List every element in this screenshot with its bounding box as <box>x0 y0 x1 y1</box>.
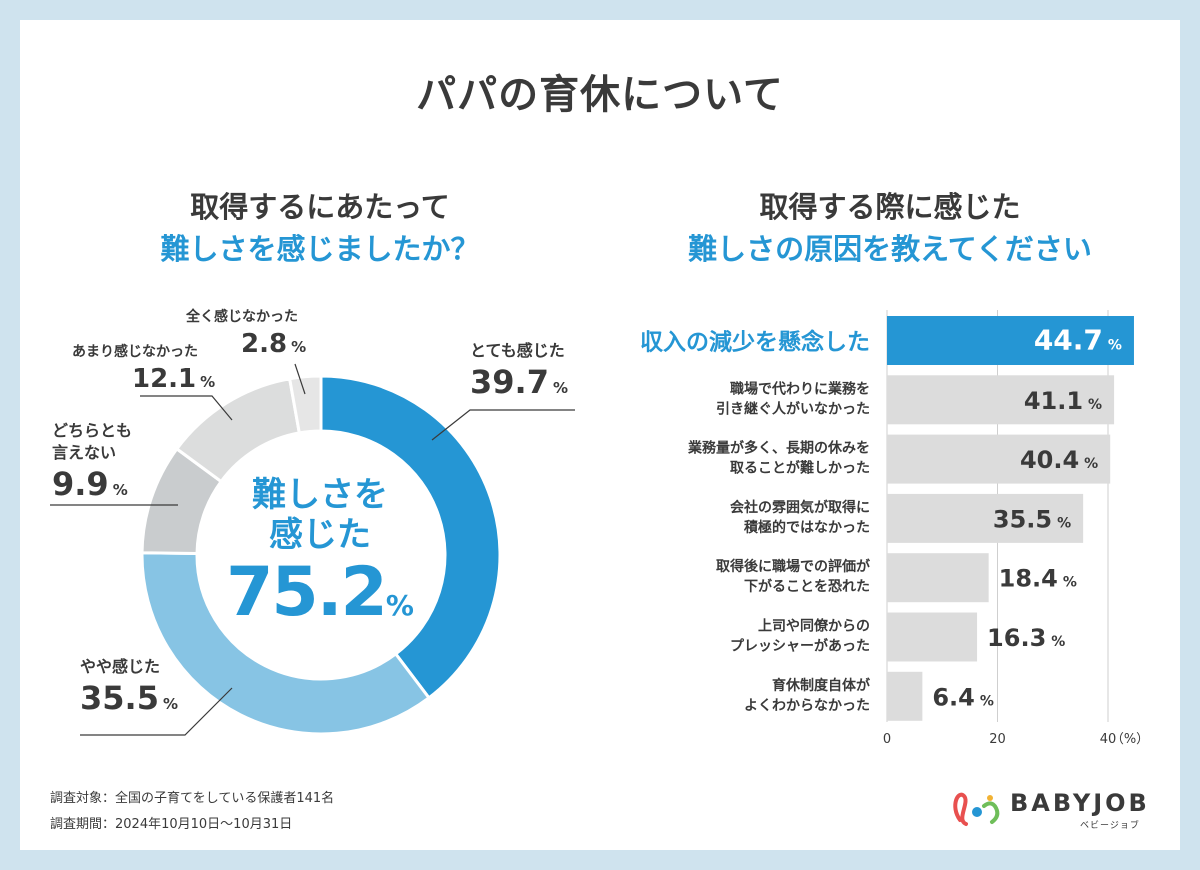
bar-category-label: 取得後に職場での評価が <box>716 558 871 575</box>
bar-category-label: プレッシャーがあった <box>730 638 870 655</box>
leader-line-very <box>431 409 575 441</box>
bar <box>887 375 1115 425</box>
bar-category-label: 職場で代わりに業務を <box>730 380 870 397</box>
bar <box>887 553 989 603</box>
slice-label-name: 全く感じなかった <box>186 309 298 325</box>
slice-label-somewhat: やや感じた 35.5% <box>80 656 178 724</box>
x-tick-label: 40 <box>1100 732 1117 747</box>
bar-category-label: 育休制度自体が <box>772 677 871 694</box>
bar-value-label: 35.5% <box>993 505 1071 533</box>
bar <box>887 671 923 721</box>
slice-label-value: 9.9% <box>52 465 128 503</box>
bar-category-label: 上司や同僚からの <box>758 618 870 635</box>
slice-label-not-at-all: 全く感じなかった 2.8% <box>186 306 306 363</box>
bar-category-label: 収入の減少を懸念した <box>640 329 870 356</box>
slice-label-value: 2.8% <box>241 329 307 359</box>
slice-label-neutral: どちらとも 言えない 9.9% <box>52 420 132 510</box>
logo-subtext: ベビージョブ <box>1080 821 1140 831</box>
bar <box>887 493 1084 543</box>
slice-label-name: あまり感じなかった <box>72 344 198 360</box>
x-unit-label: （%） <box>1111 732 1149 747</box>
bar <box>887 316 1134 365</box>
leader-line-somewhat <box>80 687 233 736</box>
slice-label-very: とても感じた 39.7% <box>470 340 568 408</box>
bar-category-label: よくわからなかった <box>744 698 870 714</box>
bar-category-label: 業務量が多く、長期の休みを <box>687 440 870 457</box>
right-subtitle-line2: 難しさの原因を教えてください <box>688 232 1092 266</box>
leader-line-not-at-all <box>294 363 306 395</box>
page-title: パパの育休について <box>416 72 784 118</box>
slice-label-value: 12.1% <box>132 364 216 394</box>
slice-label-name-1: どちらとも <box>52 421 133 440</box>
left-subtitle-line2: 難しさを感じましたか？ <box>160 232 480 266</box>
bar-value-label: 40.4% <box>1020 446 1098 474</box>
bar-category-label: 積極的ではなかった <box>743 519 870 536</box>
bar-value-label: 18.4% <box>999 565 1077 593</box>
bar-value-label: 6.4% <box>932 683 994 711</box>
slice-very <box>319 374 502 700</box>
slice-label-name-2: 言えない <box>52 443 117 462</box>
left-subtitle-line1: 取得するにあたって <box>190 190 450 224</box>
leader-line-not-much <box>140 395 233 421</box>
center-value: 75.2% <box>226 553 414 632</box>
slice-label-value: 35.5% <box>80 679 178 717</box>
bar <box>887 612 978 662</box>
x-tick-label: 20 <box>989 732 1006 747</box>
bar-category-label: 会社の雰囲気が取得に <box>730 499 870 516</box>
bar-category-label: 引き継ぐ人がいなかった <box>716 400 870 417</box>
x-tick-label: 0 <box>883 732 891 747</box>
center-line2: 感じた <box>269 515 371 555</box>
slice-label-name: やや感じた <box>80 657 161 676</box>
center-line1: 難しさを <box>252 475 388 515</box>
footnote-target: 調査対象：全国の子育てをしている保護者141名 <box>50 791 335 806</box>
slice-not-at-all <box>287 374 323 435</box>
bar-value-label: 16.3% <box>987 624 1065 652</box>
left-subtitle: 取得するにあたって 難しさを感じましたか？ <box>60 186 580 270</box>
logo-wordmark: BABYJOB <box>1010 789 1150 817</box>
right-subtitle: 取得する際に感じた 難しさの原因を教えてください <box>630 186 1150 270</box>
footnote-period: 調査期間：2024年10月10日〜10月31日 <box>50 817 293 832</box>
bar-category-label: 下がることを恐れた <box>744 578 870 595</box>
bar-value-label: 41.1% <box>1024 387 1102 415</box>
babyjob-logo-icon <box>953 792 1000 826</box>
right-subtitle-line1: 取得する際に感じた <box>759 190 1021 224</box>
donut-center-label: 難しさを 感じた 75.2% <box>210 475 430 644</box>
bar <box>887 434 1111 484</box>
slice-somewhat <box>140 551 432 736</box>
slice-label-not-much: あまり感じなかった 12.1% <box>72 341 215 398</box>
bar-value-label: 44.7% <box>1034 324 1122 357</box>
slice-label-name: とても感じた <box>470 341 565 360</box>
bar-category-label: 取ることが難しかった <box>730 460 870 477</box>
slice-label-value: 39.7% <box>470 363 568 401</box>
